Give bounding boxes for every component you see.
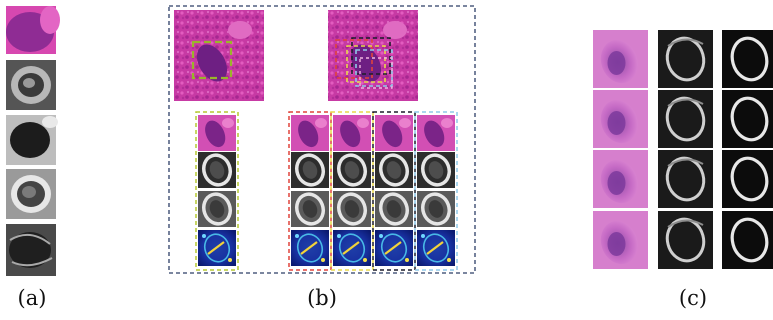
panel-b-column-frame [195, 111, 239, 271]
panel-b-tile-gray [291, 191, 329, 227]
panel-c-tile-dark-ring [722, 150, 773, 208]
panel-a-tile-gray-1 [6, 60, 56, 110]
panel-b-column-frame [372, 111, 416, 271]
panel-c-grid [593, 30, 773, 269]
panel-b-column-frame [288, 111, 332, 271]
panel-c-tile-gray-edges [658, 150, 713, 208]
panel-c-tile-dark-ring [722, 90, 773, 148]
panel-c-tile-gray-edges [658, 30, 713, 88]
panel-b-tile-heatmap [198, 230, 236, 266]
panel-b-tile-gray [375, 191, 413, 227]
panel-b-tile-gray [198, 152, 236, 188]
panel-c-tile-he-stain [593, 211, 648, 269]
panel-b-top-image-right [328, 10, 418, 101]
caption-a: (a) [17, 286, 47, 310]
panel-c-tile-he-stain [593, 90, 648, 148]
panel-b-tile-heatmap [291, 230, 329, 266]
panel-b-tile-he-stain [417, 115, 455, 151]
panel-b-tile-he-stain [198, 115, 236, 151]
panel-b-tile-he-stain [291, 115, 329, 151]
panel-a-tile-he [6, 6, 60, 54]
panel-c-tile-gray-edges [658, 90, 713, 148]
panel-c-tile-dark-ring [722, 211, 773, 269]
panel-b-tile-gray [333, 152, 371, 188]
panel-b-column-2 [288, 111, 332, 271]
panel-b-tile-heatmap [375, 230, 413, 266]
panel-b-column-4 [372, 111, 416, 271]
caption-b: (b) [307, 286, 337, 310]
panel-b-columns [195, 111, 458, 271]
panel-a-tile-gray-2 [6, 115, 58, 165]
panel-c-tile-he-stain [593, 30, 648, 88]
panel-b-tile-heatmap [417, 230, 455, 266]
panel-b-tile-heatmap [333, 230, 371, 266]
panel-c-tile-he-stain [593, 150, 648, 208]
panel-b-column-frame [330, 111, 374, 271]
panel-b-tile-gray [417, 152, 455, 188]
panel-b-column-1 [195, 111, 239, 271]
panel-b-tile-gray [417, 191, 455, 227]
panel-b-tile-gray [291, 152, 329, 188]
panel-b-column-5 [414, 111, 458, 271]
panel-a-tile-gray-3 [6, 169, 56, 219]
panel-c-tile-gray-edges [658, 211, 713, 269]
panel-b-tile-he-stain [333, 115, 371, 151]
panel-c-tile-dark-ring [722, 30, 773, 88]
panel-b-tile-gray [333, 191, 371, 227]
panel-b-tile-he-stain [375, 115, 413, 151]
panel-b-column-3 [330, 111, 374, 271]
panel-a [6, 6, 60, 276]
caption-c: (c) [678, 286, 708, 310]
panel-b-tile-gray [198, 191, 236, 227]
panel-a-tile-gray-4 [6, 224, 56, 276]
panel-b-top-image-left [174, 10, 264, 101]
panel-b-tile-gray [375, 152, 413, 188]
panel-b-column-frame [414, 111, 458, 271]
